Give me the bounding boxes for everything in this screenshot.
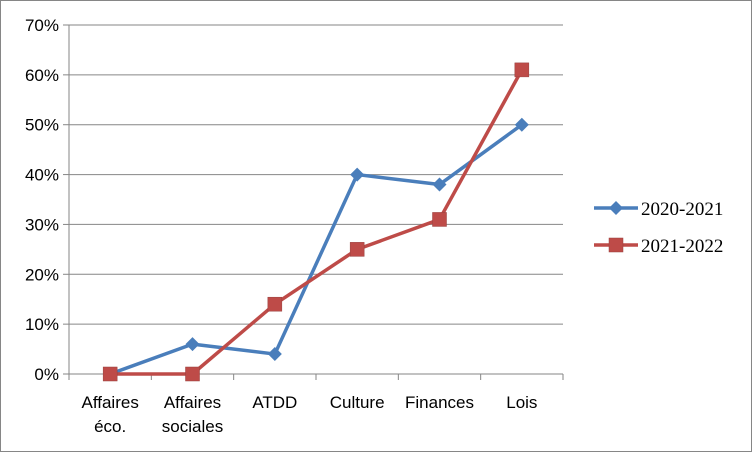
- y-tick-label: 70%: [25, 16, 59, 35]
- x-tick-label: Lois: [506, 393, 537, 412]
- y-axis-tick-labels: 0% 10% 20% 30% 40% 50% 60% 70%: [25, 16, 59, 384]
- series-lines: [102, 62, 530, 382]
- y-tick-label: 40%: [25, 166, 59, 185]
- series-2021-2022: [102, 62, 530, 382]
- legend-swatch-marker: [608, 237, 624, 253]
- data-point: [267, 347, 282, 362]
- data-point: [185, 366, 200, 382]
- x-tick-label: Finances: [405, 393, 474, 412]
- y-tick-label: 50%: [25, 116, 59, 135]
- x-tick-label: Culture: [330, 393, 385, 412]
- data-point: [350, 167, 365, 182]
- legend: 2020-2021 2021-2022: [594, 199, 723, 257]
- x-axis-tick-labels: Affaires éco. Affaires sociales ATDD Culture F…: [82, 393, 538, 436]
- data-point: [514, 117, 529, 132]
- gridlines: [69, 24, 563, 325]
- legend-label: 2020-2021: [641, 199, 723, 220]
- data-point: [185, 337, 200, 352]
- legend-label: 2021-2022: [641, 236, 723, 257]
- y-tick-label: 60%: [25, 66, 59, 85]
- legend-swatch-marker: [609, 201, 623, 215]
- x-tick-label: Affaires sociales: [162, 393, 223, 436]
- data-point: [432, 212, 447, 227]
- data-point: [349, 242, 365, 257]
- x-tick-label: ATDD: [252, 393, 297, 412]
- series-line: [109, 123, 523, 376]
- x-tick-label: Affaires éco.: [82, 393, 139, 436]
- data-point: [514, 62, 530, 78]
- data-point: [102, 366, 118, 382]
- axes: [63, 24, 564, 380]
- series-2020-2021: [103, 117, 529, 381]
- y-tick-label: 30%: [25, 215, 59, 234]
- series-line: [110, 69, 524, 376]
- data-point: [267, 296, 283, 312]
- y-tick-label: 0%: [34, 365, 59, 384]
- legend-item: 2021-2022: [594, 236, 723, 257]
- y-tick-label: 10%: [25, 315, 59, 334]
- y-tick-label: 20%: [25, 265, 59, 284]
- legend-item: 2020-2021: [594, 199, 723, 220]
- data-point: [432, 177, 447, 192]
